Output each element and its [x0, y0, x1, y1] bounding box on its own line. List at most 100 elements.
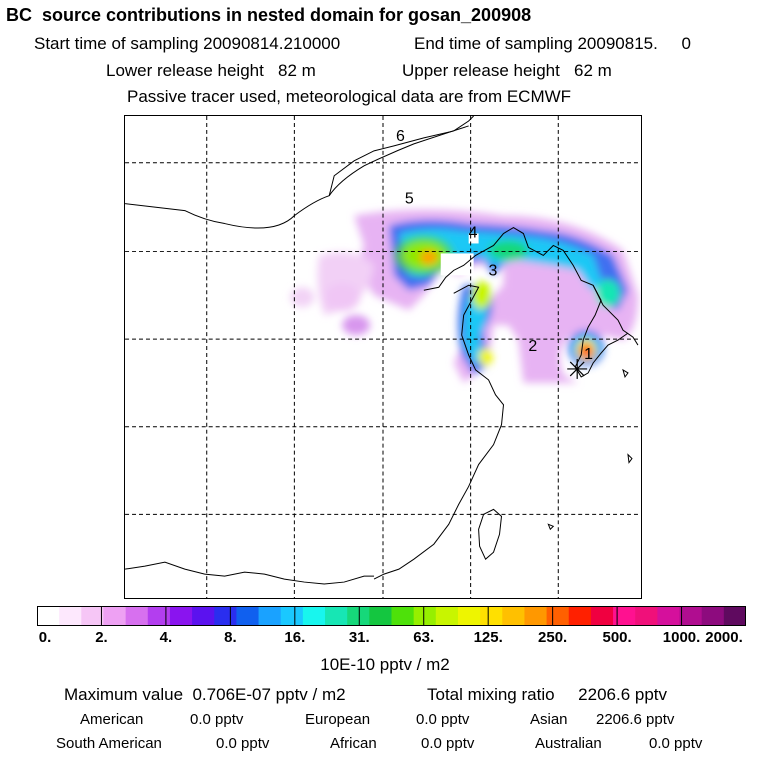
end-time-label: End time of sampling 20090815. 0: [414, 34, 691, 53]
plume-green-mid: [488, 240, 529, 261]
total-mixing-label: Total mixing ratio 2206.6 pptv: [427, 685, 668, 704]
start-time-label: Start time of sampling 20090814.210000: [34, 34, 341, 53]
colorbar-tick-label: 500.: [602, 629, 632, 646]
american-value: 0.0 pptv: [190, 711, 244, 728]
colorbar-tick-label: 250.: [538, 629, 568, 646]
point-labels: 1 2 3 4 5 6: [396, 128, 593, 363]
colorbar-tick-label: 16.: [284, 629, 306, 646]
colorbar-swatch: [435, 606, 459, 626]
colorbar-swatch: [568, 606, 592, 626]
colorbar-swatch: [280, 606, 304, 626]
colorbar-swatch: [147, 606, 171, 626]
colorbar-swatch: [214, 606, 237, 626]
colorbar-swatch: [258, 606, 282, 626]
chart-title: BC source contributions in nested domain…: [6, 5, 532, 25]
border-mongolia: [328, 125, 469, 196]
coastline-shandong: [373, 284, 505, 580]
island-3: [547, 523, 555, 531]
colorbar-swatch: [524, 606, 548, 626]
colorbar-tick-label: 0.: [38, 629, 52, 646]
asian-value: 2206.6 pptv: [596, 711, 675, 728]
plume-orange-west: [419, 250, 438, 265]
coastlines: [125, 116, 639, 585]
colorbar-swatch: [723, 606, 746, 626]
colorbar-tick-label: 1000.: [662, 629, 701, 646]
colorbar-swatch: [502, 606, 525, 626]
colorbar-swatch: [59, 606, 82, 626]
point-label-3: 3: [489, 262, 498, 279]
upper-release-label: Upper release height 62 m: [402, 61, 612, 80]
colorbar-swatch: [480, 606, 503, 626]
plume-yellow-south2: [478, 348, 493, 366]
colorbar-swatch: [37, 606, 60, 626]
source-red: [583, 347, 592, 357]
blank-regions: [440, 233, 479, 276]
max-value-label: Maximum value 0.706E-07 pptv / m2: [64, 685, 346, 704]
colorbar-swatch: [613, 606, 636, 626]
colorbar-swatch: [546, 606, 570, 626]
colorbar-swatch: [302, 606, 326, 626]
colorbar-swatch: [701, 606, 725, 626]
colorbar-swatch: [679, 606, 703, 626]
plume-patch-3: [290, 287, 315, 308]
coastline-south: [125, 561, 375, 585]
colorbar-swatch: [635, 606, 658, 626]
colorbar: [37, 606, 746, 626]
coastline-bohai: [423, 226, 639, 346]
colorbar-swatch: [347, 606, 370, 626]
colorbar-border: [37, 606, 746, 626]
point-label-6: 6: [396, 128, 405, 145]
colorbar-swatch: [413, 606, 437, 626]
point-label-4: 4: [469, 224, 478, 241]
european-value: 0.0 pptv: [416, 711, 470, 728]
colorbar-swatch: [391, 606, 415, 626]
point-label-1: 1: [584, 346, 593, 363]
colorbar-tick-label: 2.: [95, 629, 108, 646]
receptor-marker: [567, 358, 588, 379]
coastline-north: [125, 116, 474, 229]
colorbar-tick-label: 2000.: [705, 629, 743, 646]
coastline-korea: [574, 285, 629, 378]
american-label: American: [80, 711, 144, 728]
african-label: African: [330, 735, 377, 752]
colorbar-swatch: [325, 606, 348, 626]
colorbar-swatch: [590, 606, 614, 626]
taiwan: [478, 508, 503, 560]
colorbar-swatch: [369, 606, 392, 626]
island-1: [622, 368, 629, 379]
plume-patch-1: [324, 283, 361, 312]
colorbar-swatch: [169, 606, 193, 626]
colorbar-tick-label: 4.: [159, 629, 173, 646]
plume-patch-2: [342, 315, 371, 336]
point-label-2: 2: [528, 338, 537, 355]
colorbar-unit-label: 10E-10 pptv / m2: [320, 655, 450, 674]
island-2: [627, 453, 633, 464]
south-american-value: 0.0 pptv: [216, 735, 270, 752]
colorbar-swatch: [125, 606, 149, 626]
colorbar-tick-label: 8.: [224, 629, 237, 646]
plume-yellow-south: [471, 281, 492, 310]
african-value: 0.0 pptv: [421, 735, 475, 752]
colorbar-tick-label: 31.: [348, 629, 370, 646]
lower-release-label: Lower release height 82 m: [106, 61, 316, 80]
colorbar-swatch: [457, 606, 481, 626]
source-contribution-map: 1 2 3 4 5 6: [124, 115, 642, 599]
south-american-label: South American: [56, 735, 162, 752]
colorbar-tick-label: 63.: [413, 629, 435, 646]
colorbar-swatch: [657, 606, 681, 626]
colorbar-swatch: [81, 606, 104, 626]
australian-label: Australian: [535, 735, 602, 752]
plume-south-cyan: [464, 295, 487, 365]
point-label-5: 5: [405, 191, 414, 208]
tracer-note: Passive tracer used, meteorological data…: [127, 87, 572, 106]
blank-region-1: [440, 253, 474, 276]
grid-lines: [125, 116, 641, 598]
european-label: European: [305, 711, 371, 728]
colorbar-tick-label: 125.: [473, 629, 503, 646]
australian-value: 0.0 pptv: [649, 735, 703, 752]
asian-label: Asian: [530, 711, 568, 728]
colorbar-swatch: [236, 606, 260, 626]
plume-green-east: [596, 279, 621, 308]
blank-region-2: [468, 233, 479, 244]
colorbar-swatch: [192, 606, 215, 626]
